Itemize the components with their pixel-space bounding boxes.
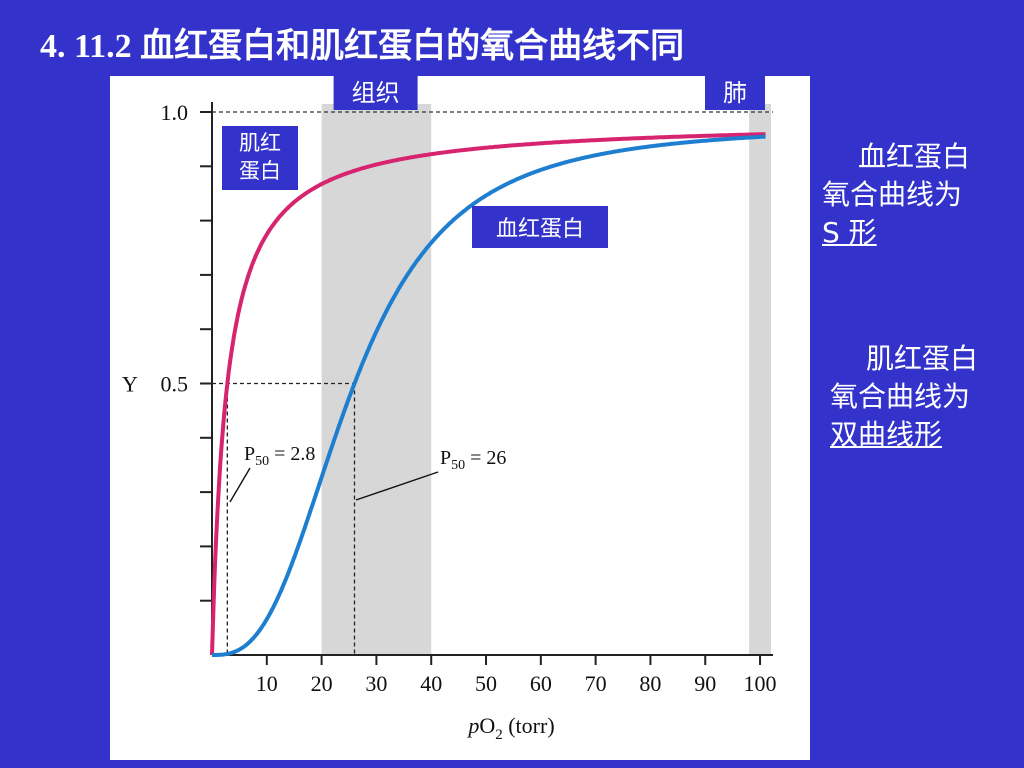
x-tick-label: 100 — [744, 671, 777, 696]
y-axis-title: Y — [122, 372, 138, 397]
p50-annotation-1: P50 = 26 — [440, 447, 506, 473]
hemoglobin-label-box — [472, 206, 608, 248]
region-label-0: 组织 — [333, 76, 418, 110]
hemoglobin-note-line2: 氧合曲线为 — [822, 178, 963, 211]
region-label-box — [705, 76, 765, 110]
myoglobin-note-shape: 双曲线形 — [830, 418, 943, 451]
x-tick-label: 20 — [311, 671, 333, 696]
x-tick-label: 60 — [530, 671, 552, 696]
region-label-text: 肺 — [723, 79, 747, 107]
y-tick-label: 1.0 — [161, 100, 189, 125]
hemoglobin-curve — [212, 134, 766, 657]
x-tick-label: 80 — [639, 671, 661, 696]
region-label-text: 组织 — [352, 79, 400, 107]
x-tick-label: 50 — [475, 671, 497, 696]
myoglobin-label-text: 蛋白 — [239, 159, 281, 183]
region-label-1: 肺 — [705, 76, 765, 110]
x-tick-label: 90 — [694, 671, 716, 696]
myoglobin-note-line2: 氧合曲线为 — [830, 380, 971, 413]
hemoglobin-note: 血红蛋白 氧合曲线为 S 形 — [822, 138, 970, 252]
myoglobin-curve — [210, 132, 766, 656]
myoglobin-label: 肌红蛋白 — [222, 126, 298, 190]
slide-title: 4. 11.2 血红蛋白和肌红蛋白的氧合曲线不同 — [40, 28, 685, 65]
myoglobin-note-line1: 肌红蛋白 — [866, 342, 979, 375]
shaded-region-1 — [749, 104, 771, 655]
p50-leader-line-1 — [355, 471, 439, 501]
myoglobin-label-box — [222, 126, 298, 190]
x-tick-label: 30 — [365, 671, 387, 696]
myoglobin-note: 肌红蛋白 氧合曲线为 双曲线形 — [830, 340, 978, 454]
hemoglobin-label-text: 血红蛋白 — [496, 217, 584, 242]
shaded-region-0 — [321, 104, 432, 655]
hemoglobin-note-line1: 血红蛋白 — [858, 140, 971, 173]
myoglobin-label-text: 肌红 — [239, 131, 281, 155]
hemoglobin-note-shape: S 形 — [822, 216, 877, 249]
x-tick-label: 10 — [256, 671, 278, 696]
x-tick-label: 40 — [420, 671, 442, 696]
x-tick-label: 70 — [585, 671, 607, 696]
p50-leader-line-0 — [229, 467, 251, 503]
hemoglobin-label: 血红蛋白 — [472, 206, 608, 248]
region-label-box — [333, 76, 418, 110]
p50-annotation-0: P50 = 2.8 — [244, 443, 315, 469]
x-axis-title: pO2 (torr) — [466, 713, 554, 743]
y-tick-label: 0.5 — [161, 372, 189, 397]
